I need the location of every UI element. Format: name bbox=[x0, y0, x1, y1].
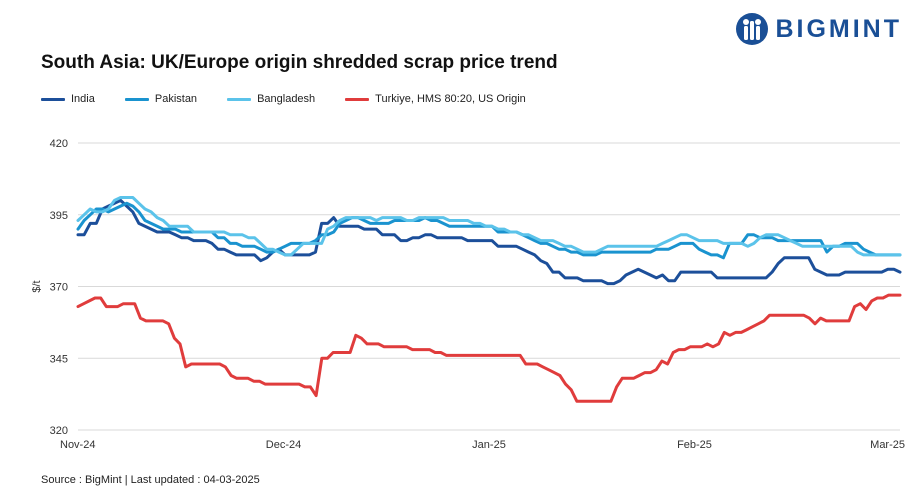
chart-legend: India Pakistan Bangladesh Turkiye, HMS 8… bbox=[41, 93, 556, 105]
y-tick-label: 395 bbox=[50, 210, 68, 222]
brand-logo-icon bbox=[736, 13, 769, 45]
y-tick-label: 420 bbox=[50, 138, 68, 150]
legend-label-turkiye: Turkiye, HMS 80:20, US Origin bbox=[375, 93, 526, 105]
legend-swatch-bangladesh bbox=[227, 97, 252, 101]
line-chart: 320 345 370 395 420 $/t Nov-24 Dec-24 Jan-25 Feb-… bbox=[31, 138, 905, 451]
chart-title: South Asia: UK/Europe origin shredded sc… bbox=[41, 52, 558, 73]
legend-item-india: India bbox=[41, 93, 95, 105]
x-tick-label: Jan-25 bbox=[472, 439, 506, 451]
legend-label-bangladesh: Bangladesh bbox=[257, 93, 316, 105]
x-tick-label: Nov-24 bbox=[60, 439, 95, 451]
x-tick-label: Mar-25 bbox=[870, 439, 905, 451]
series-line-turkiye bbox=[76, 293, 902, 403]
y-axis-label: $/t bbox=[31, 280, 43, 292]
y-tick-label: 345 bbox=[50, 353, 68, 365]
legend-item-turkiye: Turkiye, HMS 80:20, US Origin bbox=[345, 93, 526, 105]
legend-label-pakistan: Pakistan bbox=[154, 93, 198, 105]
y-tick-label: 320 bbox=[50, 425, 68, 437]
x-tick-label: Feb-25 bbox=[677, 439, 712, 451]
brand-logo: BIGMINT bbox=[735, 12, 902, 46]
legend-swatch-turkiye bbox=[345, 97, 370, 101]
legend-item-pakistan: Pakistan bbox=[124, 93, 198, 105]
brand-name: BIGMINT bbox=[775, 14, 902, 43]
source-note: Source : BigMint | Last updated : 04-03-… bbox=[41, 474, 260, 486]
x-tick-label: Dec-24 bbox=[266, 439, 301, 451]
legend-item-bangladesh: Bangladesh bbox=[227, 93, 315, 105]
legend-swatch-india bbox=[41, 97, 65, 101]
legend-swatch-pakistan bbox=[124, 97, 149, 101]
legend-label-india: India bbox=[71, 93, 95, 105]
series-line-india bbox=[76, 198, 902, 286]
y-tick-label: 370 bbox=[50, 282, 68, 294]
series-line-bangladesh bbox=[76, 196, 902, 257]
